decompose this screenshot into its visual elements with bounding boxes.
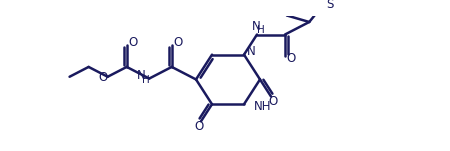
Text: H: H	[142, 75, 150, 85]
Text: O: O	[286, 52, 296, 65]
Text: O: O	[194, 120, 203, 133]
Text: S: S	[326, 0, 334, 11]
Text: O: O	[98, 71, 107, 84]
Text: NH: NH	[254, 100, 271, 113]
Text: N: N	[137, 69, 146, 82]
Text: N: N	[252, 20, 261, 33]
Text: O: O	[268, 95, 278, 108]
Text: O: O	[173, 36, 182, 49]
Text: N: N	[247, 45, 256, 58]
Text: O: O	[128, 36, 137, 49]
Text: H: H	[257, 25, 265, 35]
